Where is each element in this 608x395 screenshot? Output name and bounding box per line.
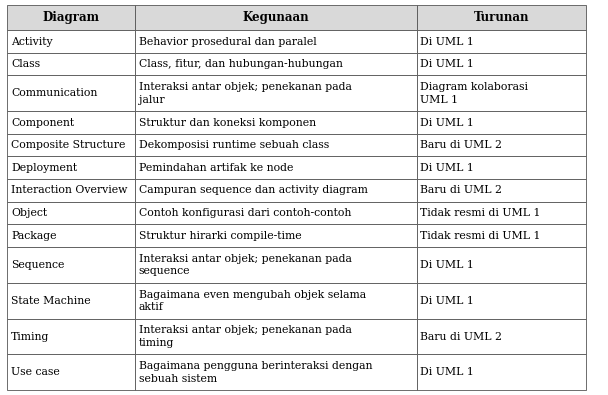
- Text: Activity: Activity: [11, 36, 52, 47]
- Text: Object: Object: [11, 208, 47, 218]
- Text: Diagram kolaborasi
UML 1: Diagram kolaborasi UML 1: [420, 82, 528, 105]
- Bar: [135, 30, 416, 53]
- Bar: [135, 283, 416, 319]
- Text: Tidak resmi di UML 1: Tidak resmi di UML 1: [420, 208, 541, 218]
- Bar: [7, 354, 135, 390]
- Bar: [416, 354, 586, 390]
- Text: Baru di UML 2: Baru di UML 2: [420, 140, 502, 150]
- Bar: [7, 134, 135, 156]
- Bar: [7, 319, 135, 354]
- Bar: [416, 202, 586, 224]
- Bar: [416, 134, 586, 156]
- Bar: [135, 202, 416, 224]
- Text: Di UML 1: Di UML 1: [420, 36, 474, 47]
- Text: Interaksi antar objek; penekanan pada
timing: Interaksi antar objek; penekanan pada ti…: [139, 325, 351, 348]
- Bar: [135, 224, 416, 247]
- Text: Deployment: Deployment: [11, 163, 77, 173]
- Text: Struktur dan koneksi komponen: Struktur dan koneksi komponen: [139, 118, 316, 128]
- Bar: [416, 53, 586, 75]
- Text: Campuran sequence dan activity diagram: Campuran sequence dan activity diagram: [139, 185, 367, 196]
- Bar: [135, 5, 416, 30]
- Bar: [7, 5, 135, 30]
- Text: Bagaimana even mengubah objek selama
aktif: Bagaimana even mengubah objek selama akt…: [139, 290, 365, 312]
- Bar: [416, 319, 586, 354]
- Text: Diagram: Diagram: [43, 11, 100, 24]
- Text: Interaksi antar objek; penekanan pada
sequence: Interaksi antar objek; penekanan pada se…: [139, 254, 351, 276]
- Text: Turunan: Turunan: [474, 11, 529, 24]
- Bar: [135, 247, 416, 283]
- Bar: [135, 75, 416, 111]
- Bar: [416, 247, 586, 283]
- Text: Contoh konfigurasi dari contoh-contoh: Contoh konfigurasi dari contoh-contoh: [139, 208, 351, 218]
- Bar: [416, 224, 586, 247]
- Bar: [416, 30, 586, 53]
- Text: Class, fitur, dan hubungan-hubungan: Class, fitur, dan hubungan-hubungan: [139, 59, 342, 69]
- Bar: [7, 156, 135, 179]
- Bar: [7, 30, 135, 53]
- Text: Timing: Timing: [11, 331, 49, 342]
- Bar: [135, 179, 416, 202]
- Bar: [416, 179, 586, 202]
- Bar: [135, 354, 416, 390]
- Text: Di UML 1: Di UML 1: [420, 163, 474, 173]
- Text: Di UML 1: Di UML 1: [420, 367, 474, 377]
- Bar: [7, 75, 135, 111]
- Text: Class: Class: [11, 59, 40, 69]
- Bar: [416, 5, 586, 30]
- Text: Baru di UML 2: Baru di UML 2: [420, 331, 502, 342]
- Text: Di UML 1: Di UML 1: [420, 260, 474, 270]
- Bar: [135, 319, 416, 354]
- Text: Pemindahan artifak ke node: Pemindahan artifak ke node: [139, 163, 293, 173]
- Text: Di UML 1: Di UML 1: [420, 118, 474, 128]
- Bar: [416, 283, 586, 319]
- Bar: [135, 156, 416, 179]
- Bar: [7, 179, 135, 202]
- Text: State Machine: State Machine: [11, 296, 91, 306]
- Bar: [416, 75, 586, 111]
- Bar: [7, 111, 135, 134]
- Text: Struktur hirarki compile-time: Struktur hirarki compile-time: [139, 231, 301, 241]
- Text: Behavior prosedural dan paralel: Behavior prosedural dan paralel: [139, 36, 316, 47]
- Text: Interaksi antar objek; penekanan pada
jalur: Interaksi antar objek; penekanan pada ja…: [139, 82, 351, 105]
- Bar: [135, 134, 416, 156]
- Bar: [416, 111, 586, 134]
- Bar: [416, 156, 586, 179]
- Bar: [7, 283, 135, 319]
- Bar: [7, 247, 135, 283]
- Text: Baru di UML 2: Baru di UML 2: [420, 185, 502, 196]
- Text: Di UML 1: Di UML 1: [420, 59, 474, 69]
- Text: Package: Package: [11, 231, 57, 241]
- Text: Tidak resmi di UML 1: Tidak resmi di UML 1: [420, 231, 541, 241]
- Text: Communication: Communication: [11, 88, 97, 98]
- Text: Bagaimana pengguna berinteraksi dengan
sebuah sistem: Bagaimana pengguna berinteraksi dengan s…: [139, 361, 372, 384]
- Text: Sequence: Sequence: [11, 260, 64, 270]
- Bar: [7, 224, 135, 247]
- Text: Di UML 1: Di UML 1: [420, 296, 474, 306]
- Bar: [135, 53, 416, 75]
- Bar: [135, 111, 416, 134]
- Text: Use case: Use case: [11, 367, 60, 377]
- Text: Component: Component: [11, 118, 74, 128]
- Text: Dekomposisi runtime sebuah class: Dekomposisi runtime sebuah class: [139, 140, 329, 150]
- Text: Interaction Overview: Interaction Overview: [11, 185, 127, 196]
- Text: Kegunaan: Kegunaan: [243, 11, 309, 24]
- Bar: [7, 202, 135, 224]
- Text: Composite Structure: Composite Structure: [11, 140, 125, 150]
- Bar: [7, 53, 135, 75]
